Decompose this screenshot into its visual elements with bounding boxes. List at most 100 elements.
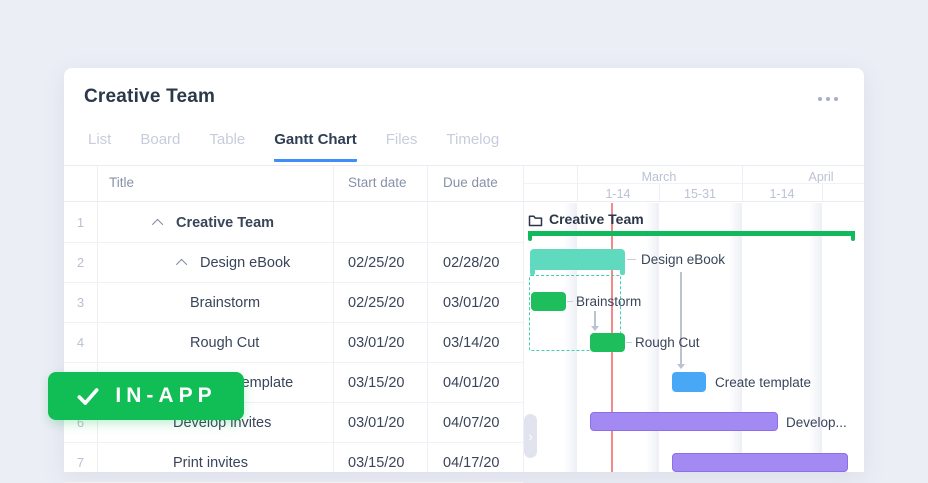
gantt-bar-brainstorm[interactable] — [531, 292, 566, 311]
month-gridline — [742, 166, 743, 202]
collapse-caret-icon[interactable] — [151, 218, 164, 230]
project-summary-bar[interactable] — [528, 231, 855, 236]
grid-stripe — [729, 203, 742, 472]
table-row[interactable]: 2 Design eBook 02/25/20 02/28/20 — [64, 243, 523, 283]
timeline-range: 1-14 — [769, 187, 795, 201]
task-title-cell: Rough Cut — [97, 323, 333, 362]
table-row[interactable]: 7 Print invites 03/15/20 04/17/20 — [64, 443, 523, 483]
gantt-bar-label: Develop... — [786, 415, 847, 430]
gantt-bar-rough-cut[interactable] — [590, 333, 625, 352]
gantt-bar-label: Rough Cut — [635, 335, 700, 350]
timeline-divider — [523, 183, 864, 184]
gantt-scroll-handle[interactable]: › — [524, 414, 537, 458]
start-date-cell — [333, 203, 427, 242]
column-divider — [427, 165, 428, 472]
row-number: 4 — [76, 335, 85, 350]
table-gantt-divider — [523, 165, 524, 472]
timeline-range: 15-31 — [684, 187, 716, 201]
dependency-arrow-icon — [677, 364, 685, 369]
dependency-line — [594, 311, 596, 326]
column-header-title: Title — [109, 175, 135, 190]
tab-gantt-chart[interactable]: Gantt Chart — [274, 131, 357, 162]
gantt-group-label: Creative Team — [549, 211, 644, 227]
task-title: Print invites — [173, 454, 248, 471]
start-date-cell: 02/25/20 — [348, 254, 405, 271]
gantt-bar-create-template[interactable] — [672, 372, 706, 392]
due-date-cell — [427, 203, 523, 242]
due-date-cell: 03/01/20 — [443, 294, 500, 311]
row-number: 7 — [76, 455, 85, 470]
row-number: 6 — [76, 415, 85, 430]
tab-files[interactable]: Files — [385, 131, 418, 148]
table-row[interactable]: 6 Develop invites 03/01/20 04/07/20 — [64, 403, 523, 443]
timeline-month-march: March — [641, 170, 677, 184]
in-app-badge: IN-APP — [48, 372, 244, 420]
column-header-start-date: Start date — [348, 175, 407, 190]
bar-label-connector — [626, 342, 632, 343]
folder-icon — [528, 214, 543, 232]
table-row[interactable]: 3 Brainstorm 02/25/20 03/01/20 — [64, 283, 523, 323]
task-title: Rough Cut — [190, 334, 260, 351]
gantt-bar-print-invites[interactable] — [672, 453, 848, 472]
page-title: Creative Team — [84, 86, 216, 107]
column-divider — [97, 165, 98, 472]
start-date-cell: 02/25/20 — [348, 294, 405, 311]
table-row[interactable]: 4 Rough Cut 03/01/20 03/14/20 — [64, 323, 523, 363]
tab-board[interactable]: Board — [140, 131, 181, 148]
task-table: 1 Creative Team 2 Design eBook 02/25/20 … — [64, 203, 523, 483]
task-title: Creative Team — [176, 214, 275, 231]
timeline-range: 1-14 — [605, 187, 631, 201]
check-icon — [77, 388, 99, 405]
dependency-line — [680, 272, 682, 364]
due-date-cell: 04/01/20 — [443, 374, 500, 391]
task-title-cell: Creative Team — [97, 203, 333, 242]
row-number: 2 — [76, 255, 85, 270]
dependency-arrow-icon — [591, 326, 599, 331]
due-date-cell: 04/07/20 — [443, 414, 500, 431]
task-title-cell: Print invites — [97, 443, 333, 482]
gantt-bar-label: Brainstorm — [576, 294, 642, 309]
task-title-cell: Design eBook — [97, 243, 333, 282]
grid-stripe — [564, 203, 577, 472]
task-title: Design eBook — [200, 254, 291, 271]
start-date-cell: 03/15/20 — [348, 374, 405, 391]
more-options-button[interactable] — [810, 90, 846, 108]
task-title-cell: Brainstorm — [97, 283, 333, 322]
summary-bar-cap — [851, 231, 855, 241]
chevron-right-icon: › — [528, 428, 533, 444]
tab-list[interactable]: List — [88, 131, 112, 148]
due-date-cell: 02/28/20 — [443, 254, 500, 271]
ellipsis-icon — [818, 97, 822, 101]
range-gridline — [659, 184, 660, 202]
due-date-cell: 03/14/20 — [443, 334, 500, 351]
badge-label: IN-APP — [115, 384, 217, 407]
column-header-due-date: Due date — [443, 175, 498, 190]
grid-stripe — [809, 203, 822, 472]
row-number: 3 — [76, 295, 85, 310]
bar-label-connector — [567, 301, 573, 302]
bar-label-connector — [627, 259, 636, 260]
due-date-cell: 04/17/20 — [443, 454, 500, 471]
gantt-bar-label: Design eBook — [641, 252, 726, 267]
start-date-cell: 03/01/20 — [348, 414, 405, 431]
summary-bar-cap — [528, 231, 532, 241]
range-gridline — [822, 184, 823, 202]
table-header — [64, 165, 864, 202]
view-tabs: List Board Table Gantt Chart Files Timel… — [88, 131, 499, 162]
tab-table[interactable]: Table — [209, 131, 246, 148]
column-divider — [333, 165, 334, 472]
gantt-bar-label: Create template — [715, 375, 812, 390]
task-title: Brainstorm — [190, 294, 261, 311]
gantt-bar-design-ebook[interactable] — [530, 249, 625, 275]
timeline-month-april: April — [808, 170, 834, 184]
collapse-caret-icon[interactable] — [175, 258, 188, 270]
gantt-selection-outline — [529, 275, 621, 351]
row-number: 1 — [76, 215, 85, 230]
month-gridline — [577, 166, 578, 202]
table-row[interactable]: 1 Creative Team — [64, 203, 523, 243]
tab-timelog[interactable]: Timelog — [446, 131, 500, 148]
start-date-cell: 03/01/20 — [348, 334, 405, 351]
gantt-bar-develop-invites[interactable] — [590, 412, 778, 431]
grid-stripe — [646, 203, 659, 472]
start-date-cell: 03/15/20 — [348, 454, 405, 471]
